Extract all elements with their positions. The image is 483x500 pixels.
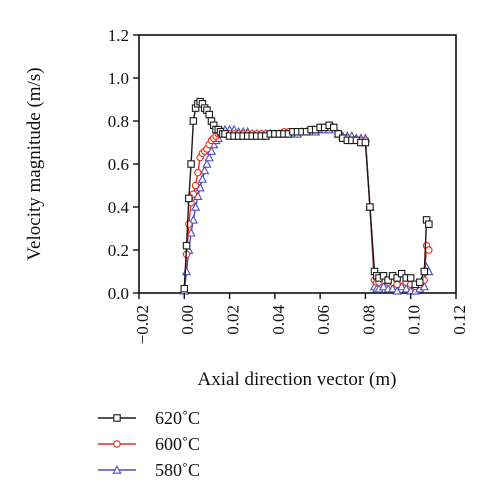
- data-point: [387, 283, 398, 293]
- y-tick-label: 1.2: [108, 26, 129, 45]
- data-point: [181, 266, 192, 276]
- data-point: [379, 272, 388, 280]
- data-point: [393, 274, 401, 282]
- data-point: [334, 130, 343, 138]
- legend-marker: [112, 465, 122, 474]
- data-point: [204, 152, 214, 162]
- legend-marker: [113, 440, 121, 448]
- data-point: [361, 138, 370, 147]
- legend: 620˚C 600˚C 580˚C: [98, 408, 200, 480]
- data-point: [366, 203, 374, 211]
- data-point: [406, 274, 415, 282]
- data-point: [191, 181, 200, 190]
- y-tick-label: 0.2: [108, 241, 129, 260]
- series-triangle: [179, 122, 434, 295]
- legend-entry: 580˚C: [98, 460, 200, 480]
- data-point: [185, 220, 193, 228]
- y-tick-label: 0.6: [108, 155, 129, 174]
- x-tick-label: −0.02: [133, 305, 152, 344]
- legend-entry: 600˚C: [98, 434, 200, 454]
- x-tick-label: 0.08: [359, 305, 378, 335]
- data-point: [190, 202, 201, 211]
- data-point: [182, 241, 191, 250]
- x-tick-label: 0.04: [269, 305, 288, 335]
- data-point: [420, 267, 429, 276]
- y-axis: 0.0 0.2 0.4 0.6 0.8 1.0 1.2: [108, 26, 139, 303]
- data-point: [425, 220, 433, 228]
- x-axis-label: Axial direction vector (m): [198, 369, 397, 390]
- x-tick-label: 0.12: [450, 305, 469, 335]
- x-tick-label: 0.00: [178, 305, 197, 335]
- y-tick-label: 1.0: [108, 69, 129, 88]
- data-point: [392, 285, 402, 295]
- data-point: [205, 110, 213, 119]
- data-point: [194, 168, 202, 177]
- legend-label: 620˚C: [155, 408, 200, 428]
- x-tick-label: 0.02: [223, 305, 242, 335]
- legend-marker: [113, 414, 121, 422]
- data-point: [180, 284, 189, 293]
- data-point: [416, 278, 424, 286]
- data-point: [384, 276, 392, 284]
- legend-label: 600˚C: [155, 434, 200, 454]
- data-point: [185, 194, 193, 203]
- plot-area: [138, 34, 457, 295]
- series-line: [183, 126, 430, 292]
- legend-label: 580˚C: [155, 460, 200, 480]
- data-point: [189, 117, 198, 125]
- x-axis: −0.02 0.00 0.02 0.04 0.06 0.08 0.10 0.12: [133, 293, 469, 344]
- data-point: [200, 165, 210, 175]
- data-point: [187, 160, 195, 168]
- series-layer: [179, 97, 434, 295]
- y-tick-label: 0.4: [108, 198, 130, 217]
- x-tick-label: 0.06: [314, 305, 333, 335]
- data-point: [329, 123, 338, 132]
- legend-entry: 620˚C: [98, 408, 200, 428]
- data-point: [378, 281, 389, 291]
- series-line: [183, 126, 430, 289]
- data-point: [188, 215, 198, 224]
- x-tick-label: 0.10: [405, 305, 424, 335]
- y-tick-label: 0.8: [108, 112, 129, 131]
- data-point: [401, 283, 411, 293]
- data-point: [425, 246, 433, 254]
- y-tick-label: 0.0: [108, 284, 129, 303]
- data-point: [202, 159, 212, 168]
- data-point: [186, 227, 196, 237]
- series-circle: [180, 123, 433, 293]
- data-point: [397, 269, 406, 278]
- y-axis-label: Velocity magnitude (m/s): [24, 67, 45, 260]
- data-point: [197, 174, 208, 183]
- series-square: [180, 97, 433, 293]
